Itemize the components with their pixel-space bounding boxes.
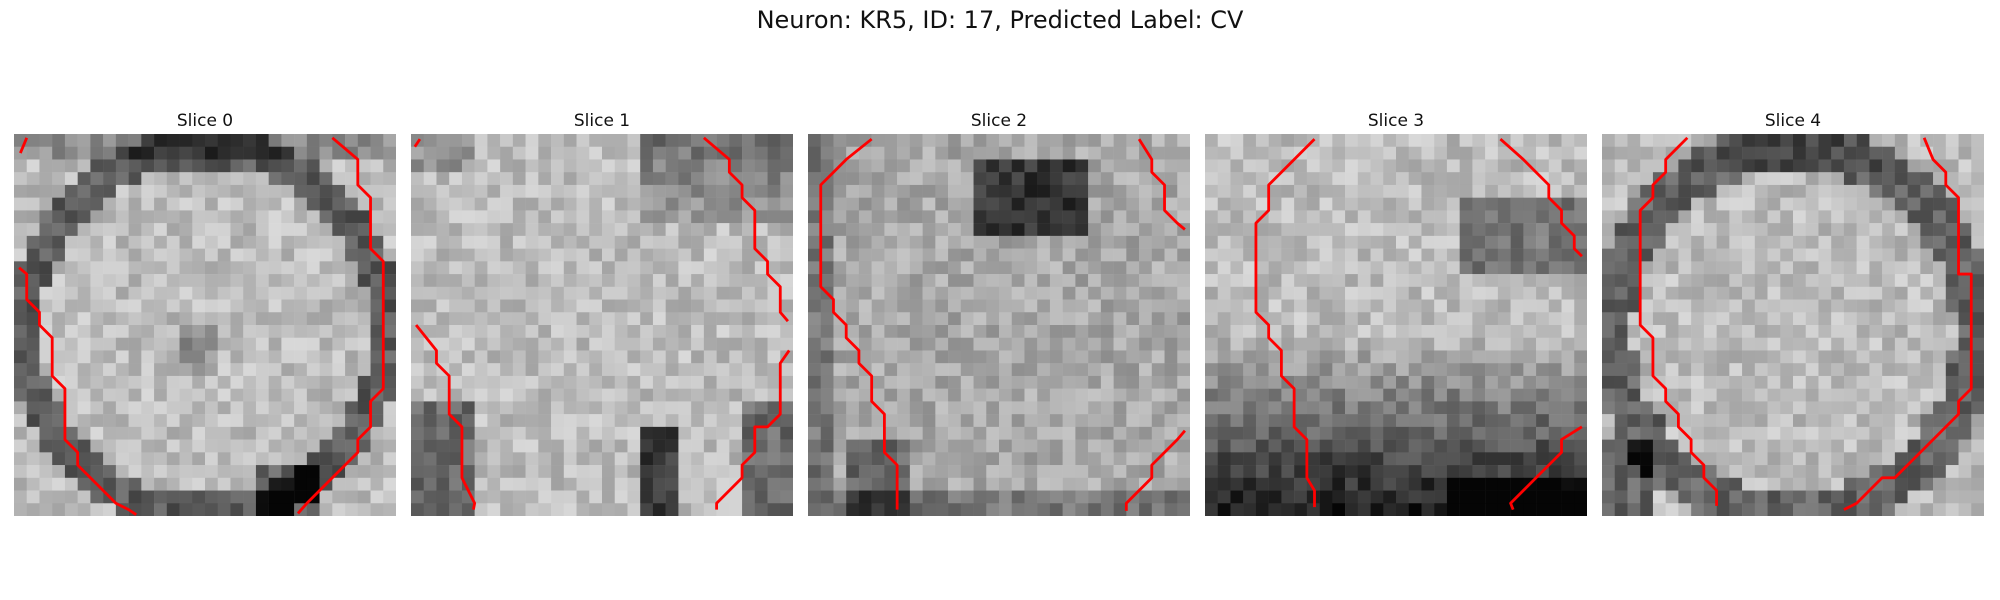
slice-image [1205,134,1587,516]
slice-image [1602,134,1984,516]
contour-line [414,324,477,510]
slice-panel-0: Slice 0 [14,108,396,516]
contour-line [1254,138,1316,508]
contour-line [1843,137,1973,511]
contour-line [1509,425,1583,511]
slice-title: Slice 0 [176,111,234,131]
contour-line [19,137,29,154]
slice-panel-3: Slice 3 [1205,108,1587,516]
contour-line [1638,136,1719,506]
slice-image [14,134,396,516]
figure-title: Neuron: KR5, ID: 17, Predicted Label: CV [756,6,1244,34]
slice-title: Slice 2 [970,111,1028,131]
slice-panel-4: Slice 4 [1602,108,1984,516]
contour-line [702,136,789,323]
contour-line [819,137,899,510]
contour-line [413,138,422,148]
slice-image [411,134,793,516]
slice-panel-2: Slice 2 [808,108,1190,516]
slice-panel-1: Slice 1 [411,108,793,516]
contour-line [296,136,385,515]
contour-line [1124,429,1186,511]
slice-title: Slice 1 [573,111,631,131]
contour-line [1137,138,1186,231]
contour-line [18,266,138,516]
contour-line [1499,138,1583,258]
slice-title: Slice 3 [1367,111,1425,131]
slice-image [808,134,1190,516]
slice-title: Slice 4 [1764,111,1822,131]
contour-line [715,349,791,510]
